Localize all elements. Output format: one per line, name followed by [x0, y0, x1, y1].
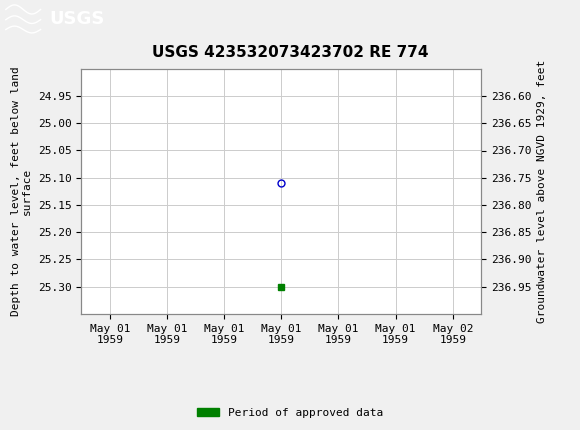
- Text: USGS 423532073423702 RE 774: USGS 423532073423702 RE 774: [152, 45, 428, 60]
- Legend: Period of approved data: Period of approved data: [193, 403, 387, 422]
- Y-axis label: Depth to water level, feet below land
surface: Depth to water level, feet below land su…: [10, 67, 32, 316]
- Y-axis label: Groundwater level above NGVD 1929, feet: Groundwater level above NGVD 1929, feet: [537, 60, 547, 323]
- Text: USGS: USGS: [49, 10, 104, 28]
